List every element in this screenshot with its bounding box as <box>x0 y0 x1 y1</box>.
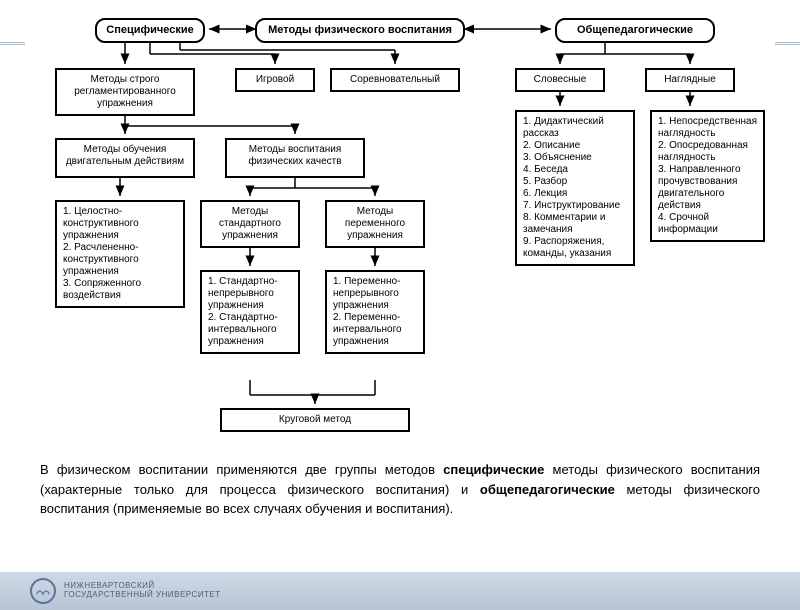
desc-b2: общепедагогические <box>480 482 615 497</box>
node-visual: Наглядные <box>645 68 735 92</box>
node-strict: Методы строго регламентированного упражн… <box>55 68 195 116</box>
list-l2: 1. Стандартно-непрерывного упражнения2. … <box>200 270 300 354</box>
university-logo-icon <box>30 578 56 604</box>
node-qualities: Методы воспитания физических качеств <box>225 138 365 178</box>
node-verbal: Словесные <box>515 68 605 92</box>
node-learning: Методы обучения двигательным действиям <box>55 138 195 178</box>
desc-t1: В физическом воспитании применяются две … <box>40 462 443 477</box>
list-l5: 1. Непосредственная наглядность2. Опосре… <box>650 110 765 242</box>
description-paragraph: В физическом воспитании применяются две … <box>0 450 800 539</box>
node-general: Общепедагогические <box>555 18 715 43</box>
desc-b1: специфические <box>443 462 544 477</box>
node-main: Методы физического воспитания <box>255 18 465 43</box>
node-compet: Соревновательный <box>330 68 460 92</box>
list-l4: 1. Дидактический рассказ2. Описание3. Об… <box>515 110 635 266</box>
node-circular: Круговой метод <box>220 408 410 432</box>
node-variable: Методы переменного упражнения <box>325 200 425 248</box>
footer-line2: ГОСУДАРСТВЕННЫЙ УНИВЕРСИТЕТ <box>64 591 221 600</box>
node-game: Игровой <box>235 68 315 92</box>
footer-text: НИЖНЕВАРТОВСКИЙ ГОСУДАРСТВЕННЫЙ УНИВЕРСИ… <box>64 582 221 600</box>
list-l1: 1. Целостно-конструктивного упражнения2.… <box>55 200 185 308</box>
node-standard: Методы стандартного упражнения <box>200 200 300 248</box>
list-l3: 1. Переменно-непрерывного упражнения2. П… <box>325 270 425 354</box>
flowchart: Специфические Методы физического воспитан… <box>25 10 775 450</box>
footer-bar: НИЖНЕВАРТОВСКИЙ ГОСУДАРСТВЕННЫЙ УНИВЕРСИ… <box>0 572 800 610</box>
node-specific: Специфические <box>95 18 205 43</box>
